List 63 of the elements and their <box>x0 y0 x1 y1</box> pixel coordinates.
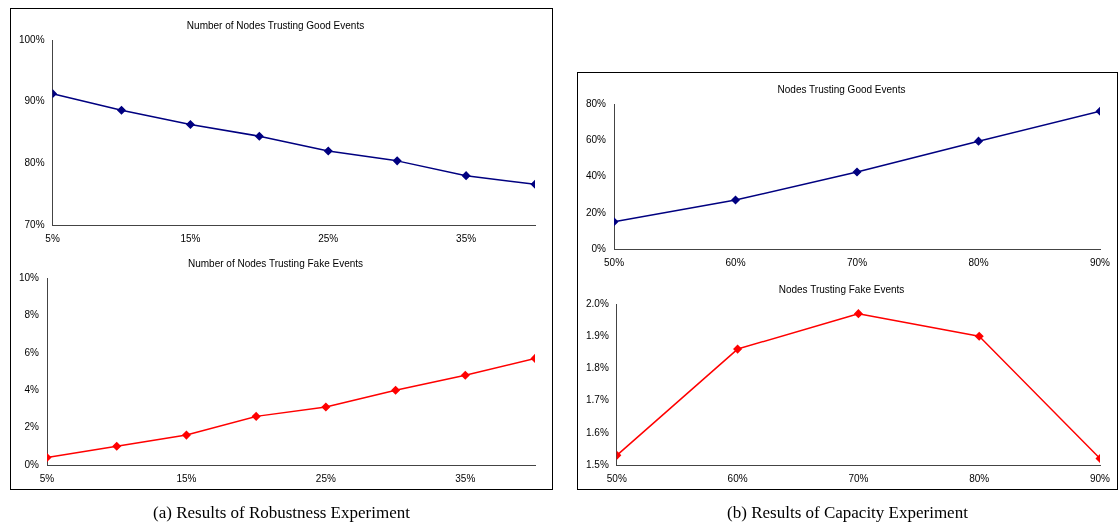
x-tick-label: 35% <box>455 472 476 484</box>
y-tick-label: 1.8% <box>586 362 609 374</box>
y-tick-label: 0% <box>24 458 40 470</box>
y-tick-label: 90% <box>24 95 45 107</box>
x-tick-label: 15% <box>180 232 201 244</box>
point <box>461 171 471 180</box>
y-tick-label: 80% <box>586 97 607 109</box>
x-tick-label: 25% <box>315 472 336 484</box>
y-tick-label: 20% <box>586 206 607 218</box>
x-tick-label: 70% <box>847 256 868 268</box>
point <box>186 120 195 129</box>
y-tick-label: 2.0% <box>586 297 609 309</box>
chart-title: Number of Nodes Trusting Good Events <box>186 19 365 31</box>
point <box>974 331 984 341</box>
chart-title: Number of Nodes Trusting Fake Events <box>187 257 364 269</box>
point <box>251 412 261 421</box>
point <box>974 136 983 146</box>
point <box>733 344 742 354</box>
y-tick-label: 100% <box>19 33 45 45</box>
x-tick-label: 90% <box>1089 472 1111 484</box>
x-tick-label: 70% <box>848 472 869 484</box>
x-tick-label: 5% <box>45 232 60 244</box>
chart-title: Nodes Trusting Good Events <box>777 83 906 95</box>
point <box>392 156 402 166</box>
point <box>182 430 191 440</box>
point <box>731 195 740 205</box>
y-tick-label: 8% <box>24 309 40 321</box>
chart-title: Nodes Trusting Fake Events <box>778 283 905 295</box>
point <box>852 167 862 177</box>
point <box>324 146 333 156</box>
x-tick-label: 15% <box>176 472 197 484</box>
y-tick-label: 1.7% <box>586 394 609 406</box>
y-tick-label: 40% <box>586 170 607 182</box>
point <box>321 402 331 412</box>
y-tick-label: 6% <box>24 346 40 358</box>
y-tick-label: 1.5% <box>586 458 609 470</box>
y-tick-label: 1.6% <box>586 426 609 438</box>
x-tick-label: 60% <box>725 256 746 268</box>
point <box>391 385 400 395</box>
x-tick-label: 60% <box>727 472 748 484</box>
point <box>112 442 121 451</box>
y-tick-label: 1.9% <box>586 329 609 341</box>
text: (a) Results of Robustness Experiment <box>152 503 411 523</box>
point <box>255 131 264 141</box>
y-tick-label: 0% <box>591 242 607 254</box>
point <box>461 370 470 380</box>
x-tick-label: 50% <box>606 472 627 484</box>
x-tick-label: 35% <box>456 232 477 244</box>
x-tick-label: 50% <box>604 256 625 268</box>
text: (b) Results of Capacity Experiment <box>726 503 969 523</box>
x-tick-label: 5% <box>39 472 55 484</box>
x-tick-label: 90% <box>1089 256 1111 268</box>
y-tick-label: 4% <box>24 383 40 395</box>
y-tick-label: 70% <box>24 218 45 230</box>
x-tick-label: 80% <box>968 256 989 268</box>
x-tick-label: 25% <box>318 232 339 244</box>
point <box>854 309 863 318</box>
y-tick-label: 2% <box>24 421 40 433</box>
y-tick-label: 80% <box>24 157 45 169</box>
point <box>117 106 126 115</box>
y-tick-label: 60% <box>586 134 607 145</box>
y-tick-label: 10% <box>19 271 40 283</box>
x-tick-label: 80% <box>969 472 990 484</box>
